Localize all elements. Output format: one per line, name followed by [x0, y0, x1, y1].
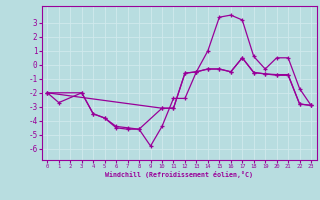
X-axis label: Windchill (Refroidissement éolien,°C): Windchill (Refroidissement éolien,°C): [105, 171, 253, 178]
